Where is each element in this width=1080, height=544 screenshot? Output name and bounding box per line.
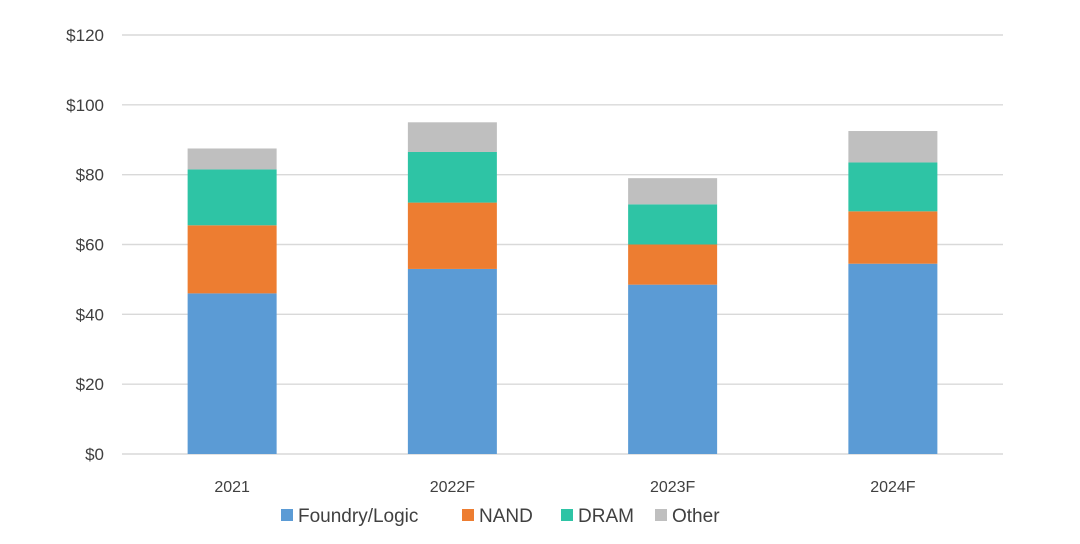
bar-dram-2021 — [187, 169, 277, 226]
bar-other-2021 — [187, 148, 277, 170]
legend-swatch-nand — [462, 509, 474, 521]
bar-nand-2022f — [407, 202, 497, 269]
y-tick-label: $40 — [76, 305, 104, 324]
legend-swatch-foundry-logic — [281, 509, 293, 521]
y-tick-label: $20 — [76, 375, 104, 394]
x-tick-label: 2023F — [650, 479, 696, 496]
legend-label: DRAM — [578, 506, 634, 527]
bar-dram-2023f — [628, 204, 718, 245]
bar-foundry-logic-2024f — [848, 263, 938, 454]
legend-swatch-dram — [561, 509, 573, 521]
x-tick-label: 2021 — [214, 479, 250, 496]
bar-nand-2023f — [628, 244, 718, 285]
bar-foundry-logic-2022f — [407, 268, 497, 454]
legend-swatch-other — [655, 509, 667, 521]
bar-other-2024f — [848, 131, 938, 163]
legend-label: Other — [672, 506, 720, 527]
bar-foundry-logic-2021 — [187, 293, 277, 454]
legend-label: NAND — [479, 506, 533, 527]
legend-label: Foundry/Logic — [298, 506, 418, 527]
y-tick-label: $100 — [66, 96, 104, 115]
bar-other-2023f — [628, 178, 718, 205]
x-tick-label: 2022F — [430, 479, 476, 496]
y-tick-label: $0 — [85, 445, 104, 464]
bar-nand-2024f — [848, 211, 938, 264]
y-tick-label: $60 — [76, 236, 104, 255]
bar-dram-2024f — [848, 162, 938, 212]
bar-nand-2021 — [187, 225, 277, 294]
y-tick-label: $80 — [76, 166, 104, 185]
x-tick-label: 2024F — [870, 479, 916, 496]
bar-other-2022f — [407, 122, 497, 152]
bar-dram-2022f — [407, 151, 497, 203]
y-tick-label: $120 — [66, 26, 104, 45]
bar-foundry-logic-2023f — [628, 284, 718, 454]
